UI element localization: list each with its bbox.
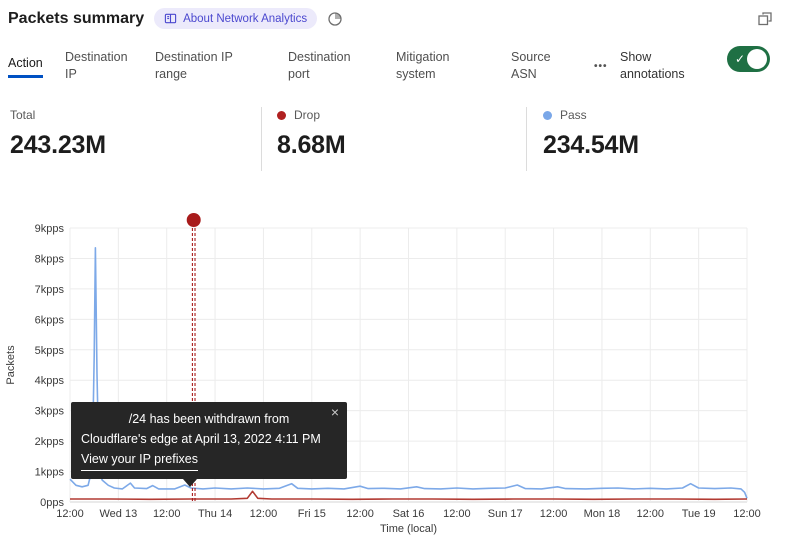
toggle-knob — [747, 49, 767, 69]
x-tick-label: Tue 19 — [682, 508, 716, 520]
y-tick-label: 1kpps — [35, 467, 65, 479]
series-line-drop — [70, 490, 748, 501]
tooltip-text-line1: /24 has been withdrawn from — [128, 412, 290, 426]
y-tick-label: 5kpps — [35, 345, 65, 357]
about-network-analytics-badge[interactable]: About Network Analytics — [154, 8, 318, 29]
view-ip-prefixes-link[interactable]: View your IP prefixes — [81, 449, 198, 471]
y-tick-label: 3kpps — [35, 406, 65, 418]
more-tabs-button[interactable]: ••• — [594, 60, 608, 72]
badge-label: About Network Analytics — [183, 12, 308, 25]
y-tick-label: 2kpps — [35, 436, 65, 448]
x-tick-label: Wed 13 — [99, 508, 137, 520]
stat-divider — [526, 107, 527, 171]
y-tick-label: 4kpps — [35, 375, 65, 387]
popout-window-icon[interactable] — [757, 10, 773, 31]
stat-total-value: 243.23M — [10, 131, 106, 159]
y-axis-title: Packets — [5, 345, 17, 385]
annotation-marker[interactable] — [186, 213, 201, 227]
show-annotations-label: Show annotations — [620, 50, 685, 81]
show-annotations-toggle[interactable]: ✓ — [727, 46, 770, 72]
stat-pass: Pass 234.54M — [543, 108, 639, 160]
x-tick-label: 12:00 — [153, 508, 181, 520]
x-tick-label: 12:00 — [346, 508, 374, 520]
pass-series-dot — [543, 110, 552, 120]
stat-total-label: Total — [10, 108, 36, 122]
x-axis-title: Time (local) — [380, 523, 437, 535]
check-icon: ✓ — [735, 52, 746, 66]
history-icon[interactable] — [327, 11, 343, 27]
x-tick-label: Mon 18 — [584, 508, 621, 520]
tab-action[interactable]: Action — [8, 44, 43, 88]
tab-destination-port[interactable]: Destination port — [288, 50, 351, 81]
packets-time-series-chart[interactable]: 0pps 1kpps 2kpps 3kpps 4kpps 5kpps 6kpps 7kpps 8… — [0, 205, 785, 555]
series-line-pass — [69, 246, 748, 499]
stat-pass-value: 234.54M — [543, 131, 639, 159]
book-icon — [164, 12, 177, 25]
x-tick-label: Sun 17 — [488, 508, 523, 520]
annotation-tooltip: × /24 has been withdrawn from Cloudflare… — [71, 402, 347, 487]
page-title: Packets summary — [8, 9, 145, 27]
x-tick-label: 12:00 — [733, 508, 761, 520]
stat-drop-label: Drop — [294, 108, 321, 122]
dimension-tabs: Action Destination IP Destination IP ran… — [0, 44, 785, 92]
y-tick-label: 8kpps — [35, 253, 65, 265]
y-tick-label: 0pps — [40, 497, 64, 509]
stat-divider — [261, 107, 262, 171]
x-tick-label: 12:00 — [250, 508, 278, 520]
drop-series-dot — [277, 110, 286, 120]
x-tick-label: 12:00 — [637, 508, 665, 520]
tab-mitigation-system[interactable]: Mitigation system — [396, 50, 450, 81]
x-tick-label: 12:00 — [540, 508, 568, 520]
stat-drop-value: 8.68M — [277, 131, 346, 159]
tooltip-close-icon[interactable]: × — [330, 404, 339, 420]
tab-source-asn[interactable]: Source ASN — [511, 50, 551, 81]
tab-destination-ip-range[interactable]: Destination IP range — [155, 50, 233, 81]
tab-destination-ip[interactable]: Destination IP — [65, 50, 128, 81]
x-tick-label: Thu 14 — [198, 508, 232, 520]
stat-drop: Drop 8.68M — [277, 108, 346, 160]
x-tick-label: 12:00 — [443, 508, 471, 520]
header: Packets summary About Network Analytics — [8, 8, 343, 29]
y-tick-label: 7kpps — [35, 284, 65, 296]
tooltip-text-line2: Cloudflare's edge at April 13, 2022 4:11… — [81, 432, 321, 446]
y-tick-label: 9kpps — [35, 223, 65, 235]
x-tick-label: Fri 15 — [298, 508, 326, 520]
x-tick-label: 12:00 — [56, 508, 84, 520]
y-tick-label: 6kpps — [35, 314, 65, 326]
stat-pass-label: Pass — [560, 108, 587, 122]
x-tick-label: Sat 16 — [393, 508, 425, 520]
stat-total: Total 243.23M — [10, 108, 106, 160]
